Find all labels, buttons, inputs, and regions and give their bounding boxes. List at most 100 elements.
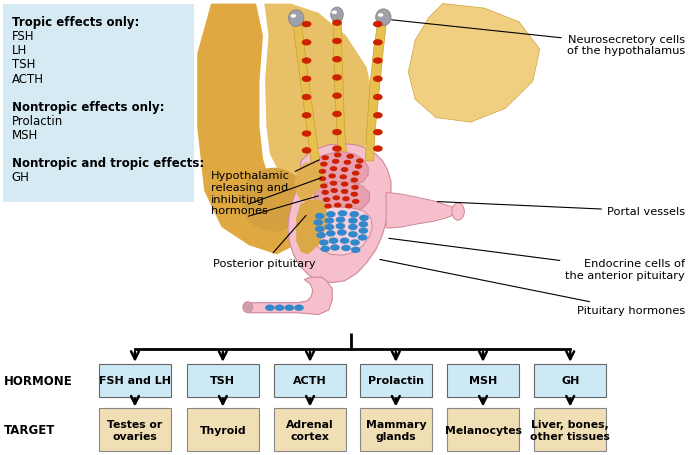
Circle shape	[326, 231, 336, 237]
FancyBboxPatch shape	[274, 409, 346, 451]
Text: Nontropic effects only:: Nontropic effects only:	[12, 101, 164, 114]
Text: Nontropic and tropic effects:: Nontropic and tropic effects:	[12, 157, 204, 170]
Text: GH: GH	[561, 375, 579, 385]
Circle shape	[348, 218, 358, 224]
Text: LH: LH	[12, 44, 27, 57]
Circle shape	[332, 159, 339, 164]
Text: Hypothalamic
releasing and
inhibiting
hormones: Hypothalamic releasing and inhibiting ho…	[211, 161, 319, 216]
Circle shape	[325, 218, 334, 224]
Circle shape	[351, 247, 361, 253]
Circle shape	[326, 212, 336, 218]
FancyBboxPatch shape	[187, 409, 259, 451]
Circle shape	[302, 113, 311, 119]
Polygon shape	[260, 5, 374, 182]
Circle shape	[321, 191, 329, 196]
Circle shape	[332, 57, 342, 63]
Text: Tropic effects only:: Tropic effects only:	[12, 16, 139, 29]
Text: Neurosecretory cells
of the hypothalamus: Neurosecretory cells of the hypothalamus	[392, 21, 685, 56]
Circle shape	[373, 58, 383, 65]
Circle shape	[351, 178, 358, 183]
Circle shape	[302, 58, 311, 65]
Circle shape	[358, 222, 368, 228]
Circle shape	[340, 238, 349, 244]
Polygon shape	[294, 162, 325, 202]
Ellipse shape	[331, 8, 343, 23]
Circle shape	[337, 230, 347, 236]
FancyBboxPatch shape	[447, 409, 519, 451]
Text: Adrenal
cortex: Adrenal cortex	[286, 419, 334, 441]
Circle shape	[302, 95, 311, 101]
Circle shape	[322, 197, 330, 203]
FancyBboxPatch shape	[99, 364, 171, 397]
Text: MSH: MSH	[12, 129, 38, 142]
Circle shape	[355, 165, 363, 169]
Circle shape	[348, 224, 358, 231]
Circle shape	[320, 246, 330, 253]
Circle shape	[359, 215, 369, 222]
Text: Mammary
glands: Mammary glands	[365, 419, 426, 441]
Circle shape	[329, 167, 337, 172]
Circle shape	[302, 40, 311, 46]
Polygon shape	[309, 207, 372, 256]
Circle shape	[373, 40, 383, 46]
Polygon shape	[314, 182, 370, 213]
Text: Thyroid: Thyroid	[199, 425, 246, 435]
Circle shape	[358, 235, 367, 241]
Text: FSH and LH: FSH and LH	[99, 375, 171, 385]
Circle shape	[319, 170, 327, 174]
Text: Liver, bones,
other tissues: Liver, bones, other tissues	[530, 419, 610, 441]
Polygon shape	[288, 144, 391, 283]
Text: ACTH: ACTH	[12, 72, 44, 86]
Circle shape	[329, 238, 338, 244]
Circle shape	[333, 196, 340, 201]
Circle shape	[351, 192, 358, 197]
Circle shape	[339, 175, 347, 180]
Circle shape	[340, 182, 348, 187]
Circle shape	[340, 190, 348, 195]
Circle shape	[265, 305, 275, 311]
Circle shape	[334, 153, 341, 158]
Circle shape	[340, 168, 348, 172]
Circle shape	[320, 184, 327, 189]
Circle shape	[351, 186, 358, 190]
FancyBboxPatch shape	[534, 364, 606, 397]
Polygon shape	[292, 14, 320, 164]
FancyBboxPatch shape	[447, 364, 519, 397]
Circle shape	[302, 131, 311, 137]
Circle shape	[332, 39, 342, 45]
Ellipse shape	[376, 10, 391, 26]
Circle shape	[349, 212, 359, 218]
Circle shape	[331, 189, 338, 194]
Circle shape	[325, 224, 334, 231]
Polygon shape	[386, 193, 458, 228]
Circle shape	[336, 217, 345, 223]
Circle shape	[352, 172, 360, 177]
FancyBboxPatch shape	[274, 364, 346, 397]
Text: ACTH: ACTH	[293, 375, 327, 385]
Circle shape	[330, 245, 340, 251]
Circle shape	[373, 22, 383, 28]
Circle shape	[319, 240, 329, 246]
Circle shape	[315, 213, 325, 220]
Circle shape	[348, 232, 358, 238]
Circle shape	[343, 161, 351, 165]
Text: TSH: TSH	[210, 375, 235, 385]
Circle shape	[373, 113, 383, 119]
FancyBboxPatch shape	[3, 5, 194, 202]
Circle shape	[373, 130, 383, 136]
Circle shape	[302, 148, 311, 154]
Text: TARGET: TARGET	[3, 424, 55, 436]
Polygon shape	[197, 5, 291, 255]
Circle shape	[332, 75, 342, 81]
Circle shape	[341, 245, 351, 252]
Circle shape	[378, 14, 383, 18]
Circle shape	[294, 305, 304, 311]
Circle shape	[356, 159, 364, 164]
Circle shape	[373, 146, 383, 152]
Polygon shape	[408, 5, 540, 123]
Circle shape	[336, 223, 345, 230]
Text: FSH: FSH	[12, 30, 35, 43]
Circle shape	[334, 203, 341, 208]
Text: Melanocytes: Melanocytes	[444, 425, 522, 435]
Circle shape	[302, 76, 311, 83]
